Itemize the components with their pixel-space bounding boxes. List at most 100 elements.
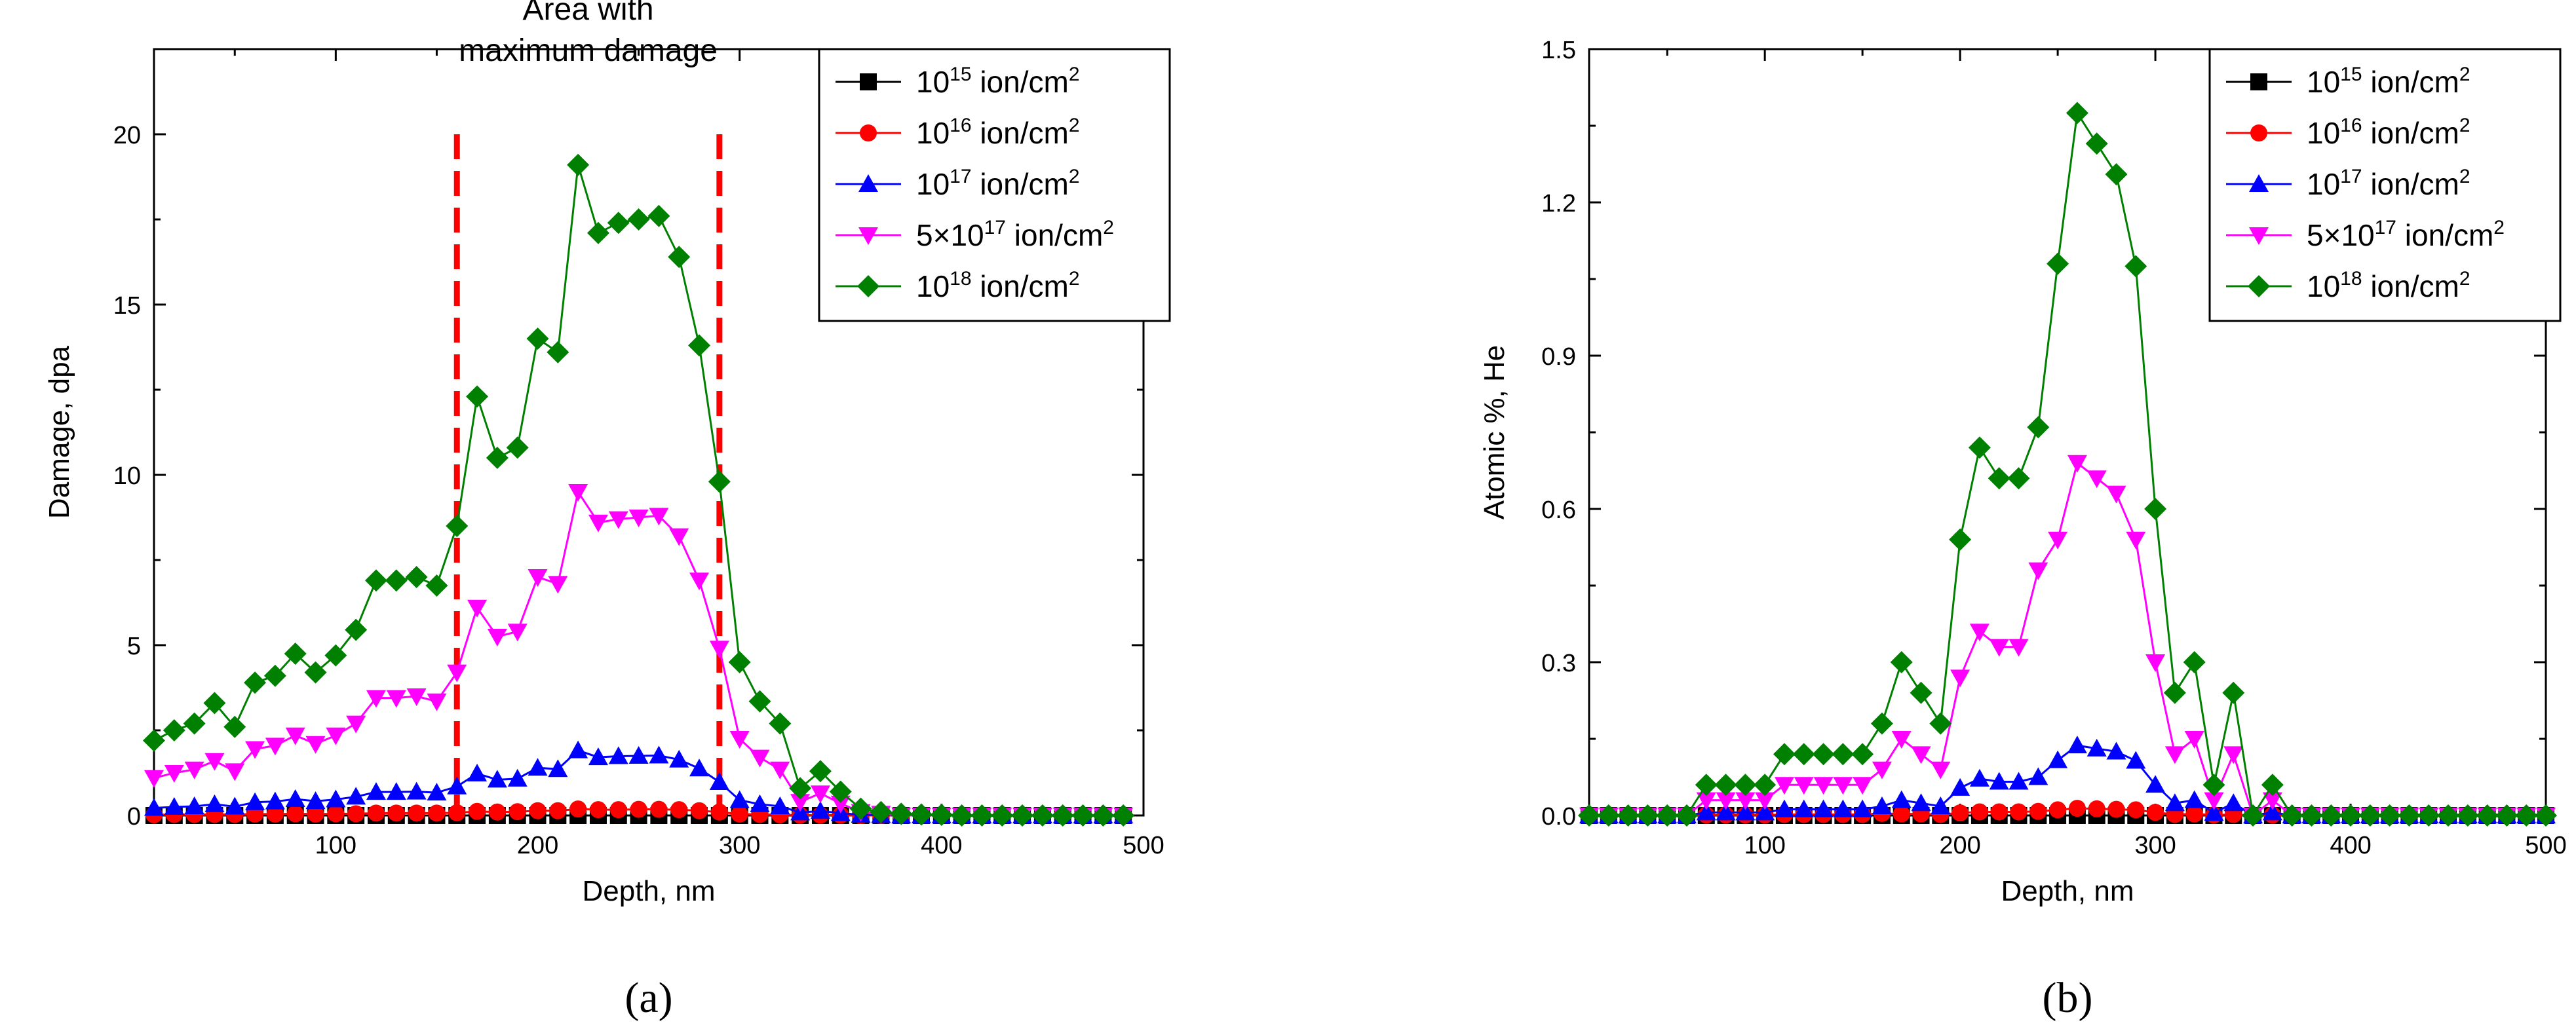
data-point-s4-22 xyxy=(586,221,609,244)
data-point-s1-7 xyxy=(286,805,304,823)
data-point-s4-33 xyxy=(2222,681,2245,704)
data-point-s4-42 xyxy=(2398,804,2421,827)
legend-base: 10 xyxy=(2307,167,2340,201)
data-point-s2-19 xyxy=(528,758,548,776)
legend-exponent: 16 xyxy=(950,115,971,136)
data-point-s2-30 xyxy=(750,794,770,812)
data-point-s4-17 xyxy=(486,447,509,469)
data-point-s4-22 xyxy=(2007,467,2030,490)
data-point-s3-13 xyxy=(406,688,427,706)
legend-base: 5×10 xyxy=(2307,218,2375,252)
data-point-s4-41 xyxy=(971,804,993,827)
data-point-s3-19 xyxy=(528,569,548,587)
data-point-s2-33 xyxy=(2223,793,2244,812)
data-point-s2-19 xyxy=(1950,777,1970,796)
y-tick-label: 1.5 xyxy=(1541,37,1576,64)
data-point-s3-24 xyxy=(2048,531,2068,550)
legend-marker-3 xyxy=(2249,227,2269,245)
legend-marker-0 xyxy=(860,73,877,90)
data-point-s4-3 xyxy=(203,692,226,715)
series-layer xyxy=(143,153,1135,827)
data-point-s3-18 xyxy=(1931,761,1951,779)
data-point-s4-16 xyxy=(1890,651,1913,673)
legend-marker-0 xyxy=(2250,73,2267,90)
data-point-s2-20 xyxy=(1969,768,1990,787)
data-point-s4-34 xyxy=(829,780,852,803)
data-point-s4-16 xyxy=(466,385,489,408)
data-point-s4-5 xyxy=(244,671,267,694)
data-point-s3-6 xyxy=(265,738,285,756)
data-point-s4-21 xyxy=(567,153,590,176)
data-point-s3-21 xyxy=(1989,639,2009,657)
data-point-s2-31 xyxy=(2184,790,2204,808)
data-point-s4-36 xyxy=(870,800,893,823)
data-point-s3-16 xyxy=(1891,731,1912,749)
data-point-s3-12 xyxy=(1813,777,1834,795)
data-point-s3-8 xyxy=(1735,792,1756,810)
data-point-s3-7 xyxy=(285,727,305,745)
data-point-s4-8 xyxy=(1734,774,1757,796)
data-point-s4-34 xyxy=(2242,804,2265,827)
data-point-s3-13 xyxy=(1833,777,1853,795)
y-tick-label: 10 xyxy=(113,462,141,490)
data-point-s1-17 xyxy=(488,803,506,821)
data-point-s2-26 xyxy=(2086,738,2107,757)
y-axis-label: Atomic %, He xyxy=(1478,345,1510,520)
series-layer xyxy=(1578,102,2557,827)
data-point-s3-22 xyxy=(2009,639,2029,657)
data-point-s4-15 xyxy=(1870,712,1893,735)
data-point-s2-21 xyxy=(568,740,588,758)
x-tick-label: 200 xyxy=(1939,832,1980,859)
data-point-s3-28 xyxy=(709,641,729,659)
y-tick-label: 0 xyxy=(127,803,141,831)
x-axis-label: Depth, nm xyxy=(2001,875,2134,907)
data-point-s3-2 xyxy=(184,761,204,779)
data-point-s2-9 xyxy=(1755,802,1775,821)
data-point-s3-17 xyxy=(487,629,507,646)
data-point-s2-5 xyxy=(245,792,265,810)
annotation-word-area: Area xyxy=(523,0,590,27)
legend-unit: ion/cm xyxy=(2362,269,2459,303)
data-point-s3-12 xyxy=(386,690,406,708)
data-point-s2-14 xyxy=(1853,799,1873,817)
legend-unit-exponent: 2 xyxy=(2459,115,2470,136)
data-point-s2-22 xyxy=(2009,772,2029,790)
data-point-s4-32 xyxy=(789,777,812,800)
x-tick-label: 200 xyxy=(517,832,558,859)
data-point-s4-12 xyxy=(385,569,408,592)
data-point-s4-41 xyxy=(2378,804,2401,827)
legend-exponent: 17 xyxy=(2340,166,2362,187)
data-point-s4-3 xyxy=(1636,804,1659,827)
data-point-s3-23 xyxy=(608,511,628,529)
data-point-s1-19 xyxy=(529,802,547,819)
legend-unit-exponent: 2 xyxy=(1069,115,1080,136)
data-point-s1-16 xyxy=(469,802,486,820)
data-point-s3-31 xyxy=(770,761,790,779)
data-point-s3-25 xyxy=(2067,455,2087,473)
data-point-s3-10 xyxy=(1774,777,1794,795)
data-point-s1-25 xyxy=(650,800,668,818)
data-point-s4-11 xyxy=(364,569,387,592)
legend-unit: ion/cm xyxy=(972,167,1069,201)
data-point-s4-37 xyxy=(2300,804,2323,827)
data-point-s4-29 xyxy=(728,651,751,673)
x-tick-label: 300 xyxy=(2134,832,2176,859)
data-point-s1-23 xyxy=(609,801,627,819)
data-point-s2-0 xyxy=(144,798,164,816)
data-point-s4-9 xyxy=(1754,774,1777,796)
data-point-s4-10 xyxy=(1773,743,1796,766)
data-point-s4-48 xyxy=(2515,804,2538,827)
data-point-s3-32 xyxy=(790,794,811,812)
legend-base: 10 xyxy=(916,65,950,99)
data-point-s2-10 xyxy=(1774,799,1794,817)
data-point-s4-28 xyxy=(2124,255,2147,278)
data-point-s4-26 xyxy=(668,246,691,269)
data-point-s1-15 xyxy=(448,804,466,821)
data-point-s4-35 xyxy=(849,797,872,820)
data-point-s2-25 xyxy=(2067,736,2087,754)
annotation-line-1: Area with xyxy=(523,0,654,27)
legend-unit-exponent: 2 xyxy=(2493,217,2505,238)
y-tick-label: 0.9 xyxy=(1541,343,1576,371)
data-point-s2-13 xyxy=(1833,799,1853,817)
